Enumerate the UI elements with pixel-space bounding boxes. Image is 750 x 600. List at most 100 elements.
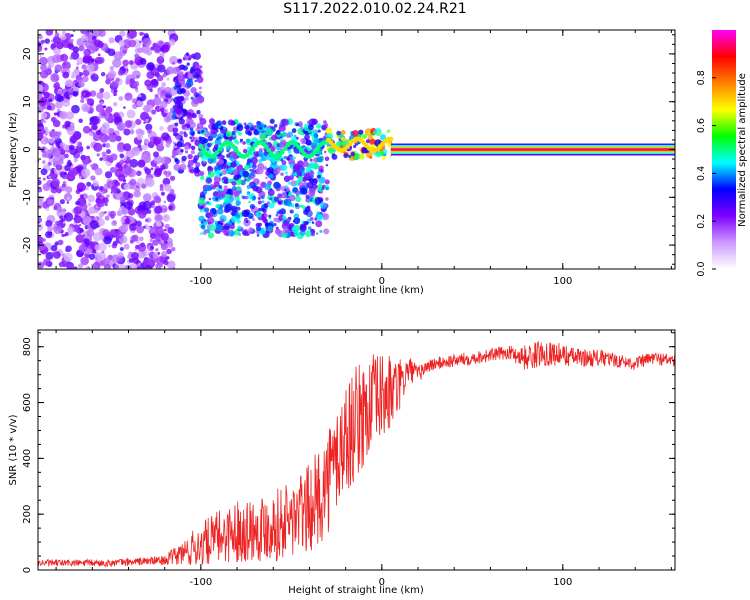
spectrogram-blob: [160, 101, 168, 109]
spectrogram-blob: [119, 153, 124, 158]
spectrogram-blob: [352, 130, 358, 136]
spectrogram-blob: [242, 230, 248, 236]
spectrogram-blob: [41, 112, 47, 118]
spectrogram-blob: [221, 180, 223, 182]
spectrogram-blob: [77, 182, 86, 191]
spectrogram-blob: [43, 183, 51, 191]
spectrogram-blob: [238, 233, 241, 236]
spectrogram-blob: [198, 197, 205, 204]
spectrogram-blob: [163, 260, 168, 265]
spectrogram-blob: [194, 167, 200, 173]
spectrogram-panel: -100 0 100 -20-1001020 Height of straight …: [8, 26, 675, 296]
spectrogram-blob: [111, 191, 113, 193]
spectrogram-blob: [311, 179, 318, 186]
spectrogram-blob: [289, 155, 291, 157]
spectrogram-blob: [292, 226, 299, 233]
spectrogram-blob: [157, 252, 160, 255]
spectrogram-blob: [201, 205, 204, 208]
spectrogram-blob: [94, 39, 101, 46]
spectrogram-blob: [185, 150, 188, 153]
spectrogram-blob: [256, 223, 260, 227]
spectrogram-blob: [188, 58, 191, 61]
spectrogram-blob: [57, 206, 63, 212]
spectrogram-blob: [316, 124, 321, 129]
spectrogram-blob: [387, 130, 390, 133]
spectrogram-blob: [160, 164, 166, 170]
spectrogram-blob: [90, 220, 99, 229]
spectrogram-blob: [233, 139, 238, 144]
spectrogram-blob: [223, 230, 228, 235]
spectrogram-image: [34, 26, 675, 271]
spectrogram-blob: [130, 78, 135, 83]
spectrogram-blob: [35, 223, 43, 231]
spectrogram-blob: [231, 206, 238, 213]
spectrogram-blob: [57, 109, 61, 113]
spectrogram-blob: [293, 220, 295, 222]
spectrogram-blob: [70, 39, 73, 42]
spectrogram-blob: [42, 238, 46, 242]
spectrogram-blob: [35, 84, 43, 92]
spectrogram-blob: [247, 179, 250, 182]
spectrogram-blob: [40, 70, 48, 78]
spectrogram-blob: [99, 186, 103, 190]
spectrogram-blob: [271, 135, 277, 141]
spectrogram-blob: [373, 131, 376, 134]
spectrogram-blob: [100, 101, 103, 104]
spectrogram-blob: [101, 110, 108, 117]
spectrogram-blob: [305, 167, 311, 173]
spectrogram-blob: [119, 167, 123, 171]
spectrogram-blob: [236, 174, 240, 178]
spectrogram-blob: [228, 119, 234, 125]
spectrogram-blob: [268, 167, 274, 173]
spectrogram-blob: [192, 113, 197, 118]
spectrogram-blob: [275, 165, 278, 168]
spectrogram-blob: [198, 216, 204, 222]
spectrogram-blob: [172, 150, 178, 156]
spectrogram-blob: [97, 199, 105, 207]
spectrogram-region: [172, 52, 205, 176]
spectrogram-blob: [105, 143, 110, 148]
colorbar-tick-label: 0.4: [696, 166, 707, 181]
spectrogram-blob: [169, 206, 173, 210]
spectrogram-blob: [175, 123, 179, 127]
spectrogram-region: [391, 144, 675, 156]
spectrogram-blob: [249, 169, 252, 172]
spectrogram-blob: [120, 196, 126, 202]
spectrogram-blob: [215, 197, 218, 200]
spectrogram-blob: [129, 179, 136, 186]
colorbar: 0.00.20.40.60.8 Normalized spectral ampl…: [696, 30, 748, 277]
spectrogram-blob: [39, 55, 42, 58]
spectrogram-blob: [59, 215, 63, 219]
spectrogram-blob: [325, 156, 330, 161]
spectrogram-blob: [135, 89, 138, 92]
spectrogram-blob: [139, 236, 144, 241]
spectrogram-blob: [55, 101, 63, 109]
spectrogram-blob: [318, 177, 325, 184]
spectrogram-blob: [179, 79, 185, 85]
spectrogram-blob: [159, 126, 164, 131]
spectrogram-blob: [269, 174, 274, 179]
spectrogram-blob: [308, 124, 314, 130]
spectrogram-blob: [68, 160, 71, 163]
spectrogram-blob: [276, 227, 279, 230]
spectrogram-blob: [121, 208, 128, 215]
spectrogram-blob: [282, 132, 287, 137]
spectrogram-blob: [94, 74, 97, 77]
spectrogram-blob: [224, 205, 231, 212]
spectrogram-blob: [64, 172, 67, 175]
spectrogram-blob: [174, 158, 178, 162]
spectrogram-blob: [120, 224, 129, 233]
spectrogram-blob: [165, 143, 170, 148]
spectrogram-blob: [246, 192, 249, 195]
spectrogram-blob: [242, 196, 246, 200]
spectrogram-blob: [199, 118, 206, 125]
spectrogram-blob: [226, 154, 230, 158]
spectrogram-blob: [280, 172, 284, 176]
spectrogram-blob: [67, 43, 73, 49]
spectrogram-blob: [216, 137, 219, 140]
spectrogram-blob: [249, 156, 252, 159]
spectrogram-blob: [172, 67, 180, 75]
spectrogram-blob: [109, 37, 115, 43]
spectrogram-blob: [273, 182, 280, 189]
spectrogram-blob: [184, 133, 188, 137]
